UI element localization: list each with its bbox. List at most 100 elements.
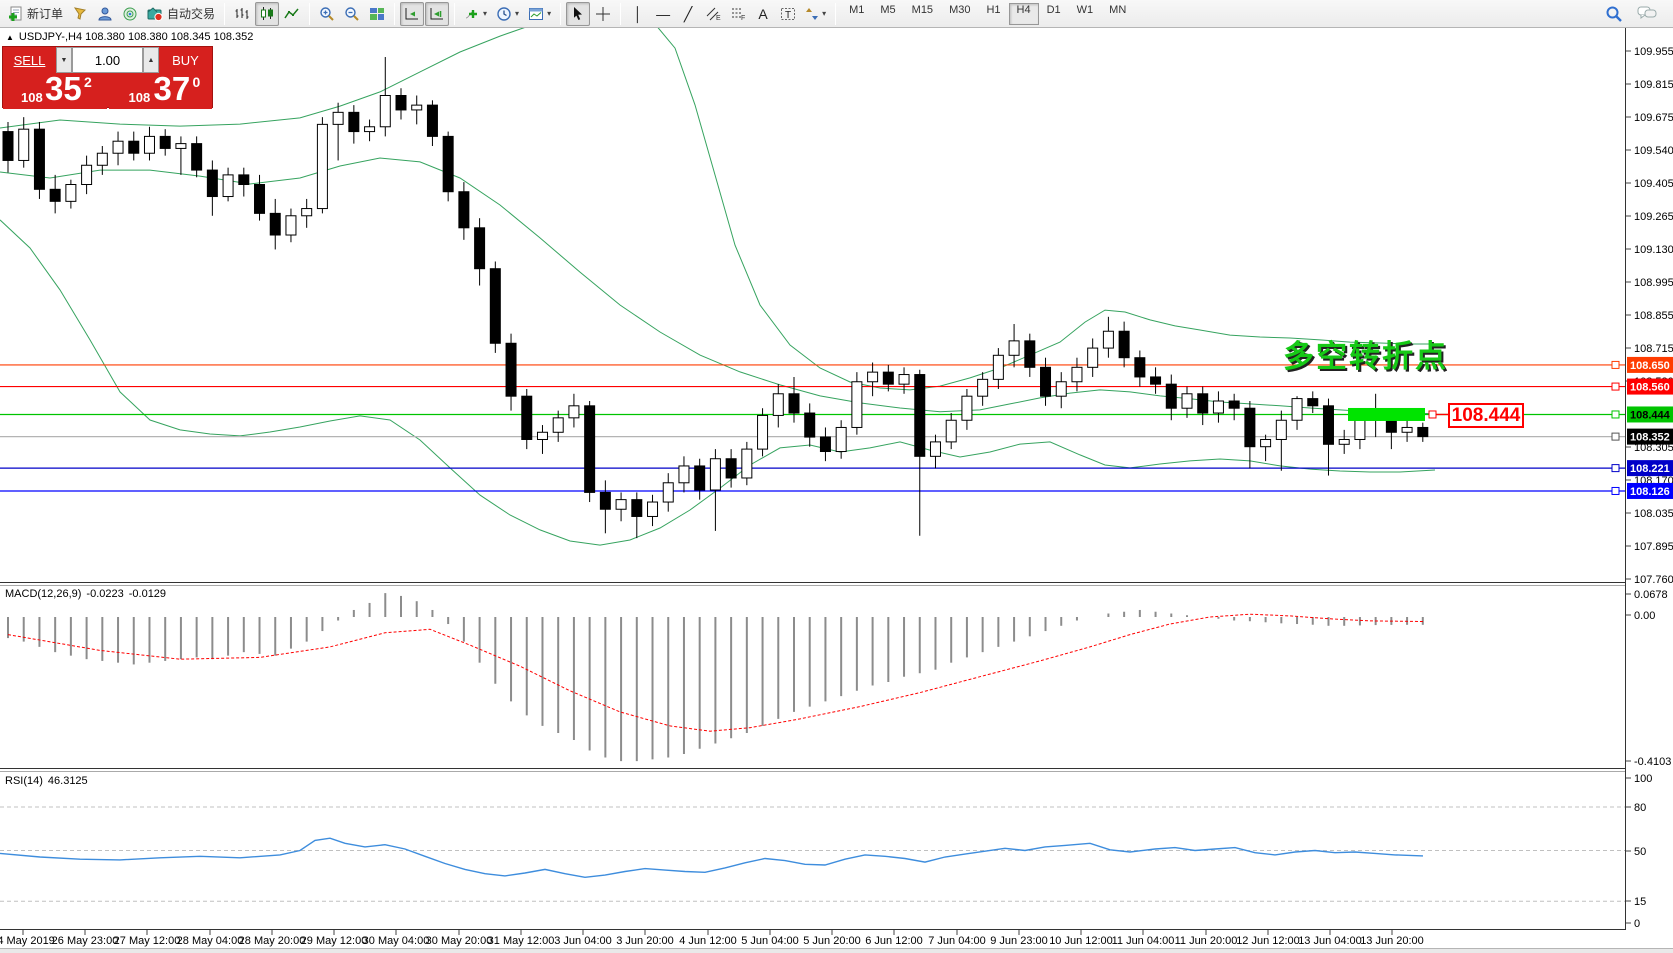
symbol-info[interactable]: ▲ USDJPY-,H4 108.380 108.380 108.345 108…	[6, 31, 253, 43]
rsi-axis-label: 50	[1634, 846, 1646, 858]
candle-body	[458, 191, 470, 229]
line-handle-square[interactable]	[1611, 360, 1620, 369]
candle-body	[505, 342, 517, 397]
cursor-button[interactable]	[566, 1, 591, 26]
periods-button[interactable]: ▾	[492, 2, 523, 26]
dropdown-caret-icon: ▾	[822, 9, 827, 18]
auto-scroll-button[interactable]	[400, 1, 425, 26]
bar-chart-button[interactable]	[230, 2, 254, 26]
templates-button[interactable]: ▾	[524, 2, 555, 26]
timeframe-h4-button[interactable]: H4	[1008, 2, 1039, 25]
equidistant-channel-button[interactable]: E	[701, 2, 725, 26]
timeframe-w1-button[interactable]: W1	[1076, 3, 1094, 16]
candlestick-chart-button[interactable]	[255, 1, 280, 26]
timeframe-m5-button[interactable]: M5	[880, 3, 896, 16]
dropdown-caret-icon: ▾	[515, 9, 520, 18]
timeframe-mn-button[interactable]: MN	[1109, 3, 1127, 16]
candle-body	[332, 111, 344, 125]
candle-body	[772, 393, 784, 416]
highlight-zone[interactable]	[1348, 407, 1425, 421]
indicators-button[interactable]: ▾	[460, 2, 491, 26]
timeframe-m15-button[interactable]: M15	[911, 3, 934, 16]
sell-price-tile[interactable]: 108 35 2	[3, 70, 107, 109]
chat-button[interactable]	[1633, 2, 1661, 26]
profile-button[interactable]	[93, 2, 117, 26]
candle-body	[804, 412, 816, 438]
fibonacci-button[interactable]: F	[726, 2, 750, 26]
price-level-badge-bg	[1627, 406, 1673, 423]
zoom-out-button[interactable]	[340, 2, 364, 26]
text-button[interactable]: A	[751, 2, 775, 26]
buy-button[interactable]: BUY	[159, 47, 212, 73]
rsi-line	[0, 837, 1424, 879]
line-chart-icon	[284, 8, 299, 18]
styler-button[interactable]	[68, 2, 92, 26]
price-tick-label: 107.760	[1634, 574, 1673, 586]
candle-body	[364, 126, 376, 133]
timeframe-m1-button[interactable]: M1	[849, 3, 865, 16]
sell-button[interactable]: SELL	[3, 47, 56, 73]
rsi-name: RSI(14)	[5, 775, 43, 787]
volume-decrease-button[interactable]: ▼	[56, 47, 72, 73]
candle-body	[584, 405, 596, 493]
price-axis-bg	[1626, 28, 1673, 930]
zoom-out-icon	[345, 6, 359, 21]
timeframe-h1-button[interactable]: H1	[986, 3, 1001, 16]
timeframe-d1-button[interactable]: D1	[1046, 3, 1061, 16]
collapse-triangle-icon[interactable]: ▲	[6, 32, 14, 42]
candle-body	[1071, 366, 1083, 383]
candle-body	[1291, 398, 1303, 421]
volume-increase-button[interactable]: ▲	[143, 47, 159, 73]
date-tick-label: 28 May 04:00	[177, 935, 244, 947]
buy-price-point: 0	[192, 74, 201, 90]
text-label-button[interactable]: T	[776, 2, 800, 26]
zoom-in-button[interactable]	[315, 2, 339, 26]
line-handle-square[interactable]	[1611, 410, 1620, 419]
macd-layer	[7, 593, 1424, 762]
macd-value-2: -0.0129	[128, 588, 167, 600]
search-button[interactable]	[1601, 2, 1627, 26]
candle-body	[1275, 419, 1287, 440]
candle-body	[96, 152, 108, 166]
line-chart-button[interactable]	[280, 2, 304, 26]
arrows-button[interactable]: ▾	[801, 2, 830, 26]
line-handle-square[interactable]	[1611, 464, 1620, 473]
candle-body	[977, 378, 989, 397]
candle-body	[1354, 419, 1366, 440]
vertical-line-button[interactable]: │	[626, 2, 650, 26]
auto-trading-button[interactable]: 自动交易	[143, 2, 219, 26]
candle-body	[1212, 400, 1224, 414]
price-tick-label: 109.130	[1634, 244, 1673, 256]
callout-handle-square[interactable]	[1428, 410, 1437, 419]
auto-trading-label: 自动交易	[167, 7, 216, 21]
text-label-icon: T	[781, 7, 796, 21]
line-handle-square[interactable]	[1611, 382, 1620, 391]
candle-body	[1322, 405, 1334, 445]
candle-body	[159, 135, 171, 149]
line-handle-square[interactable]	[1611, 486, 1620, 495]
date-tick-label: 24 May 2019	[0, 935, 55, 947]
candle-body	[442, 135, 454, 193]
candlestick-chart-icon	[261, 6, 274, 20]
horizontal-line-button[interactable]: —	[651, 2, 675, 26]
volume-input[interactable]: 1.00	[72, 47, 143, 73]
toolbar-separator	[835, 2, 837, 25]
price-callout-label[interactable]: 108.444	[1448, 403, 1524, 428]
new-order-button[interactable]: 新订单	[4, 2, 67, 26]
line-handle-square[interactable]	[1611, 432, 1620, 441]
candle-body	[1244, 407, 1256, 448]
toolbar-separator	[560, 2, 562, 25]
chart-shift-button[interactable]	[425, 1, 450, 26]
timeframe-m30-button[interactable]: M30	[949, 3, 971, 16]
crosshair-button[interactable]	[591, 2, 615, 26]
buy-price-tile[interactable]: 108 37 0	[108, 70, 212, 109]
price-level-badge-bg	[1627, 356, 1673, 373]
candle-body	[1338, 438, 1350, 445]
trendline-button[interactable]: ╱	[676, 2, 700, 26]
buy-label: BUY	[172, 52, 199, 68]
macd-signal-line	[7, 613, 1424, 732]
toolbar: 新订单 自动交易	[0, 0, 1673, 28]
tile-windows-button[interactable]	[365, 2, 389, 26]
bollinger-middle-band	[0, 157, 1436, 415]
data-window-button[interactable]	[118, 2, 142, 26]
